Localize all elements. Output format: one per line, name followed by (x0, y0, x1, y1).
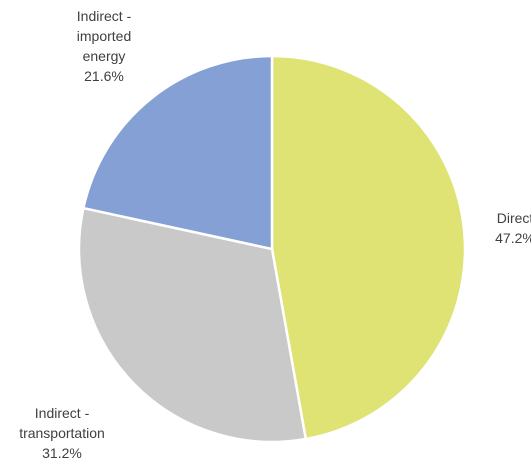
data-label-indirect-imported-energy: Indirect - imported energy 21.6% (77, 8, 132, 84)
pie-slice-indirect-imported-energy (81, 54, 274, 251)
data-label-name: Indirect - (35, 405, 90, 421)
data-label-name: Direct (497, 210, 531, 226)
data-label-indirect-transportation: Indirect - transportation 31.2% (19, 405, 105, 461)
data-label-direct: Direct 47.2% (495, 210, 531, 246)
pie-slice-direct (270, 54, 467, 441)
data-label-value: 47.2% (495, 230, 531, 246)
data-label-name: transportation (19, 425, 105, 441)
data-label-value: 21.6% (84, 68, 124, 84)
data-label-name: energy (83, 48, 126, 64)
pie-labels: Direct 47.2% Indirect - transportation 31.2%… (19, 8, 531, 461)
data-label-name: Indirect - (77, 8, 132, 24)
data-label-value: 31.2% (42, 445, 82, 461)
pie-slices (77, 54, 467, 444)
data-label-name: imported (77, 28, 131, 44)
pie-slice-indirect-transportation (77, 206, 308, 444)
